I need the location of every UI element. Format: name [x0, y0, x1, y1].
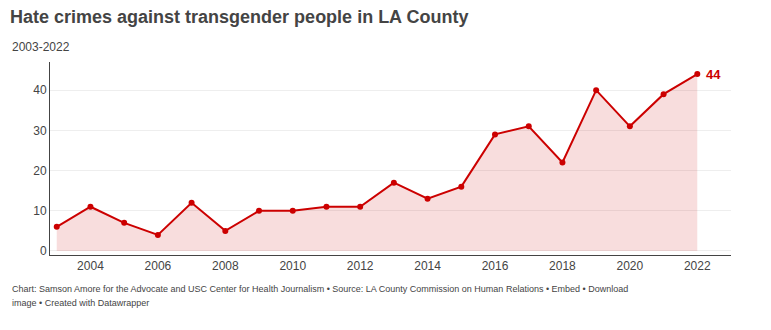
svg-text:44: 44 — [706, 67, 721, 82]
svg-text:20: 20 — [33, 164, 47, 178]
svg-text:2016: 2016 — [482, 259, 509, 273]
svg-text:2014: 2014 — [414, 259, 441, 273]
svg-text:2012: 2012 — [347, 259, 374, 273]
svg-text:2008: 2008 — [212, 259, 239, 273]
svg-text:2018: 2018 — [549, 259, 576, 273]
svg-text:40: 40 — [33, 83, 47, 97]
svg-text:30: 30 — [33, 124, 47, 138]
svg-text:2004: 2004 — [77, 259, 104, 273]
svg-text:Chart: Samson Amore for the Ad: Chart: Samson Amore for the Advocate and… — [12, 284, 628, 294]
svg-text:0: 0 — [40, 244, 47, 258]
svg-text:Hate crimes against transgende: Hate crimes against transgender people i… — [10, 7, 468, 27]
svg-text:2003-2022: 2003-2022 — [12, 40, 70, 54]
svg-text:2006: 2006 — [145, 259, 172, 273]
svg-text:2010: 2010 — [279, 259, 306, 273]
svg-text:image • Created with Datawrapp: image • Created with Datawrapper — [12, 298, 149, 308]
svg-text:2022: 2022 — [684, 259, 711, 273]
svg-text:2020: 2020 — [617, 259, 644, 273]
svg-text:10: 10 — [33, 204, 47, 218]
